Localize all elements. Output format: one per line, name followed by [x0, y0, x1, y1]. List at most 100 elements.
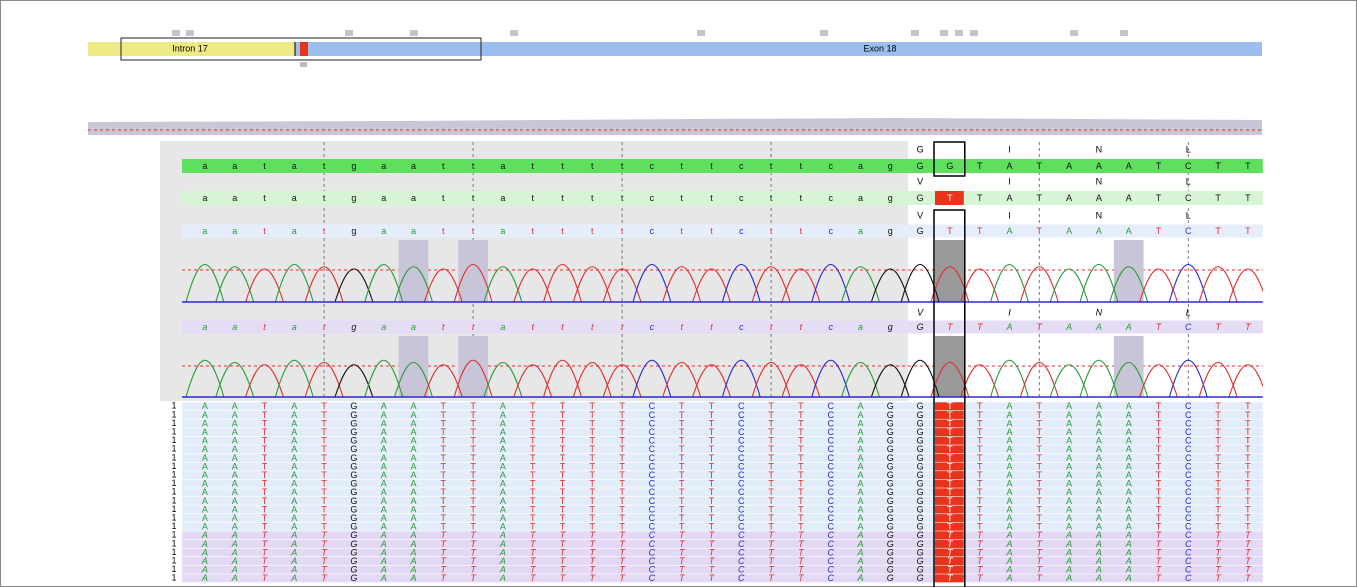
- base: A: [1006, 193, 1012, 203]
- base: C: [827, 573, 834, 583]
- base: a: [381, 161, 386, 171]
- panel-bg: [160, 141, 908, 401]
- intron-label: Intron 17: [172, 43, 208, 53]
- amino-acid: I: [1008, 144, 1011, 154]
- base: A: [1005, 322, 1012, 332]
- base: A: [1095, 573, 1102, 583]
- base: c: [650, 226, 655, 236]
- marker-tick: [300, 62, 307, 67]
- base: A: [1095, 322, 1102, 332]
- base: C: [1185, 161, 1192, 171]
- base: a: [500, 193, 505, 203]
- base: A: [499, 573, 506, 583]
- base: T: [1215, 226, 1221, 236]
- base: g: [351, 226, 356, 236]
- read-label: 1: [171, 573, 176, 583]
- variant-shade: [935, 240, 965, 302]
- base: A: [1125, 322, 1132, 332]
- amino-acid: N: [1096, 144, 1103, 154]
- overview-tick: [172, 30, 180, 36]
- base: c: [650, 161, 655, 171]
- base: A: [380, 573, 387, 583]
- base: c: [739, 193, 744, 203]
- base: G: [917, 226, 924, 236]
- overview-tick: [820, 30, 828, 36]
- amino-acid: N: [1096, 176, 1103, 186]
- base: g: [888, 161, 893, 171]
- base: T: [1156, 226, 1162, 236]
- base: A: [1006, 226, 1012, 236]
- base: g: [351, 322, 356, 332]
- base: G: [917, 322, 924, 332]
- overview-tick: [510, 30, 518, 36]
- base: A: [1126, 226, 1132, 236]
- base: T: [947, 226, 953, 236]
- base: T: [977, 193, 983, 203]
- overview-tick: [970, 30, 978, 36]
- base: a: [232, 193, 237, 203]
- base: a: [232, 161, 237, 171]
- base: C: [1185, 573, 1192, 583]
- base: A: [1126, 161, 1132, 171]
- base: a: [292, 226, 297, 236]
- base: A: [409, 573, 416, 583]
- variant-marker: [300, 42, 308, 56]
- base: c: [739, 161, 744, 171]
- base: a: [202, 226, 207, 236]
- amino-acid: I: [1008, 210, 1011, 220]
- base: a: [858, 161, 863, 171]
- base: T: [947, 193, 953, 203]
- amino-acid: V: [917, 176, 923, 186]
- base: T: [1037, 161, 1043, 171]
- base: A: [1096, 161, 1102, 171]
- base: A: [1096, 193, 1102, 203]
- overview-tick: [955, 30, 963, 36]
- overview-tick: [1070, 30, 1078, 36]
- amino-acid: L: [1186, 210, 1191, 220]
- base: A: [1066, 193, 1072, 203]
- amino-acid: G: [917, 144, 924, 154]
- base: g: [888, 322, 893, 332]
- amino-acid: V: [917, 307, 924, 317]
- amino-acid: V: [917, 210, 923, 220]
- base: T: [1037, 226, 1043, 236]
- base: A: [231, 573, 238, 583]
- base: C: [1185, 226, 1192, 236]
- base: a: [500, 322, 505, 332]
- base: T: [1245, 161, 1251, 171]
- base: a: [858, 226, 863, 236]
- base: g: [888, 193, 893, 203]
- base: c: [828, 226, 833, 236]
- overview-tick: [345, 30, 353, 36]
- overview-tick: [940, 30, 948, 36]
- base: a: [411, 161, 416, 171]
- base: a: [232, 226, 237, 236]
- base: A: [1066, 161, 1072, 171]
- amino-acid: L: [1186, 144, 1191, 154]
- base: c: [828, 322, 833, 332]
- peak-shade: [399, 336, 429, 397]
- base: A: [1066, 226, 1072, 236]
- variant-shade: [935, 336, 965, 397]
- base: a: [500, 161, 505, 171]
- base: A: [1125, 573, 1132, 583]
- right-mask: [1263, 1, 1356, 586]
- base: g: [888, 226, 893, 236]
- amino-acid: L: [1186, 176, 1191, 186]
- base: T: [1156, 193, 1162, 203]
- base: a: [292, 161, 297, 171]
- base: A: [1096, 226, 1102, 236]
- amino-acid: L: [1186, 307, 1191, 317]
- base: A: [1005, 573, 1012, 583]
- base: c: [739, 322, 744, 332]
- base: c: [739, 226, 744, 236]
- base: T: [1245, 193, 1251, 203]
- base: T: [1215, 193, 1221, 203]
- peak-shade: [399, 240, 429, 302]
- base: a: [858, 193, 863, 203]
- peak-shade: [1114, 240, 1144, 302]
- base: a: [411, 226, 416, 236]
- base: A: [201, 573, 208, 583]
- base: g: [351, 193, 356, 203]
- base: G: [917, 573, 924, 583]
